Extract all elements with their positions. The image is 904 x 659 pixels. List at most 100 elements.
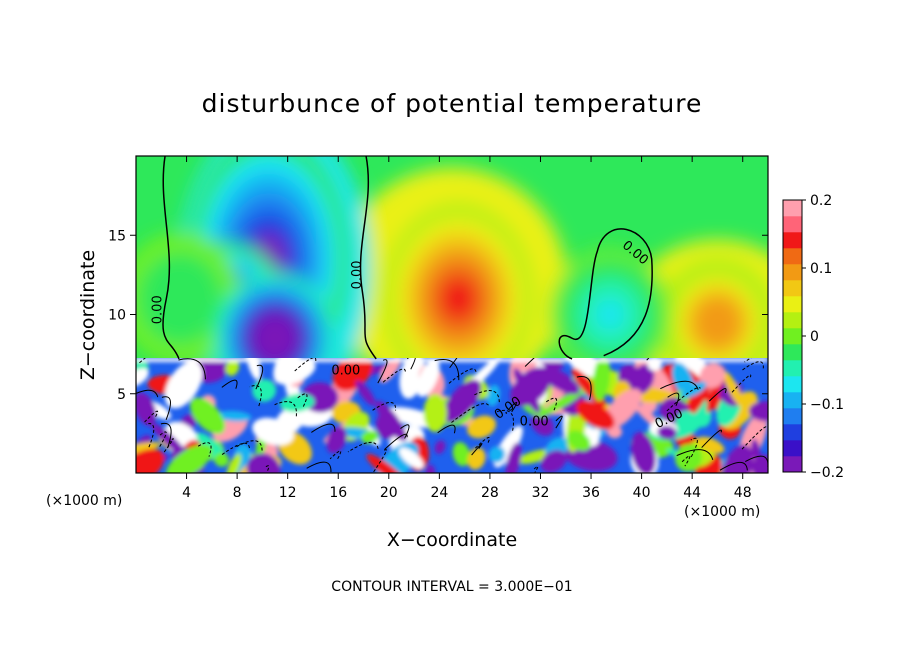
contour-segment	[545, 397, 558, 412]
colorbar-swatch	[783, 200, 802, 217]
turbulent-cell	[488, 446, 506, 464]
turbulent-cell	[360, 430, 379, 444]
x-tick-label: 8	[233, 485, 242, 501]
colorbar-swatch	[783, 424, 802, 441]
contour-segment	[144, 410, 159, 423]
x-tick-label: 36	[582, 485, 600, 501]
x-tick-label: 40	[633, 485, 651, 501]
turbulent-cell	[136, 448, 165, 473]
x-tick-label: 16	[329, 485, 347, 501]
turbulent-cell	[530, 412, 554, 436]
lower-turbulent-field	[136, 358, 768, 473]
colorbar-swatch	[783, 344, 802, 361]
contour-segment	[265, 465, 270, 473]
colorbar-tick-label: 0	[810, 329, 819, 345]
y-axis-label: Z−coordinate	[77, 250, 99, 380]
turbulent-cell	[166, 444, 213, 473]
turbulent-cell	[675, 444, 702, 472]
contour-segment	[524, 358, 535, 367]
turbulent-cell	[136, 442, 161, 454]
colorbar: −0.2 −0.1 0 0.1 0.2	[782, 193, 844, 481]
contour-segment	[347, 441, 379, 453]
contour-segment	[160, 422, 172, 448]
contour-segment	[701, 429, 722, 448]
field-region	[165, 282, 196, 315]
turbulent-cell	[517, 449, 555, 464]
contour-segment	[306, 461, 332, 472]
contour-lines	[162, 155, 653, 360]
turbulent-cell	[750, 439, 761, 461]
turbulent-cell	[630, 364, 655, 395]
turbulent-cell	[399, 447, 424, 469]
contour-segment	[555, 415, 563, 429]
x-axis-label: X−coordinate	[387, 529, 517, 551]
colorbar-swatch	[783, 216, 802, 233]
contour-segment	[255, 364, 264, 390]
contour-segment	[719, 461, 748, 471]
x-tick-label: 28	[481, 485, 499, 501]
turbulent-cell	[696, 436, 725, 454]
contour-label: 0.00	[331, 364, 360, 379]
contour-segment	[297, 393, 308, 407]
contour-segment	[451, 403, 489, 423]
contour-segment	[400, 424, 410, 439]
contour-segment	[136, 389, 159, 398]
contour-segment	[742, 361, 764, 371]
contour-segment	[449, 358, 458, 369]
x-tick-label: 32	[532, 485, 550, 501]
colorbar-swatch	[783, 328, 802, 345]
x-tick-label: 20	[380, 485, 398, 501]
contour-interval-label: CONTOUR INTERVAL = 3.000E−01	[331, 579, 572, 595]
contour-segment	[681, 455, 691, 467]
contour-segment	[161, 396, 171, 420]
contour-segment	[533, 465, 539, 473]
turbulent-cell	[721, 444, 754, 473]
contour-segment	[474, 437, 490, 450]
colorbar-tick-label: 0.1	[810, 261, 832, 277]
turbulent-cell	[467, 447, 486, 470]
turbulent-cell	[541, 366, 580, 395]
x-tick-label: 48	[734, 485, 752, 501]
field-region	[440, 277, 476, 320]
turbulent-cell	[375, 400, 407, 442]
turbulent-cell	[452, 442, 471, 467]
turbulent-cell	[467, 415, 496, 439]
contour-segment	[236, 440, 263, 451]
contour-segment	[437, 424, 456, 434]
turbulent-cell	[279, 393, 315, 413]
contour-segment	[676, 449, 714, 460]
contour-segment	[178, 358, 206, 380]
contour-segment	[292, 358, 317, 373]
contour-segment	[667, 392, 680, 407]
field-region	[702, 306, 733, 339]
turbulent-cell	[751, 454, 768, 473]
turbulent-cell	[505, 442, 522, 473]
x-tick-label: 12	[279, 485, 297, 501]
x-unit-right: (×1000 m)	[684, 504, 760, 520]
turbulent-cell	[379, 358, 401, 383]
turbulent-cell	[540, 389, 584, 416]
y-axis: 5 10 15	[108, 228, 768, 403]
turbulent-cell	[189, 397, 226, 435]
contour-segment	[447, 368, 477, 385]
turbulent-cell	[355, 380, 376, 406]
colorbar-swatch	[783, 360, 802, 377]
turbulent-cell	[540, 450, 567, 473]
colorbar-swatch	[783, 376, 802, 393]
turbulent-cell	[416, 359, 440, 397]
turbulent-cell	[332, 358, 373, 391]
contour-label: 0.00	[350, 260, 365, 289]
contour-segment	[474, 390, 500, 404]
y-tick-label: 5	[117, 387, 126, 403]
turbulent-cell	[567, 430, 591, 451]
contour-segment	[576, 375, 592, 401]
turbulent-cell	[252, 417, 294, 446]
colorbar-swatch	[783, 264, 802, 281]
contour-segment	[690, 437, 698, 458]
contour-segment	[660, 380, 699, 390]
turbulent-cell	[576, 400, 615, 430]
contour-segment	[708, 388, 727, 402]
plot-area: 0.000.000.000.000.00 0.000.00	[135, 155, 769, 474]
